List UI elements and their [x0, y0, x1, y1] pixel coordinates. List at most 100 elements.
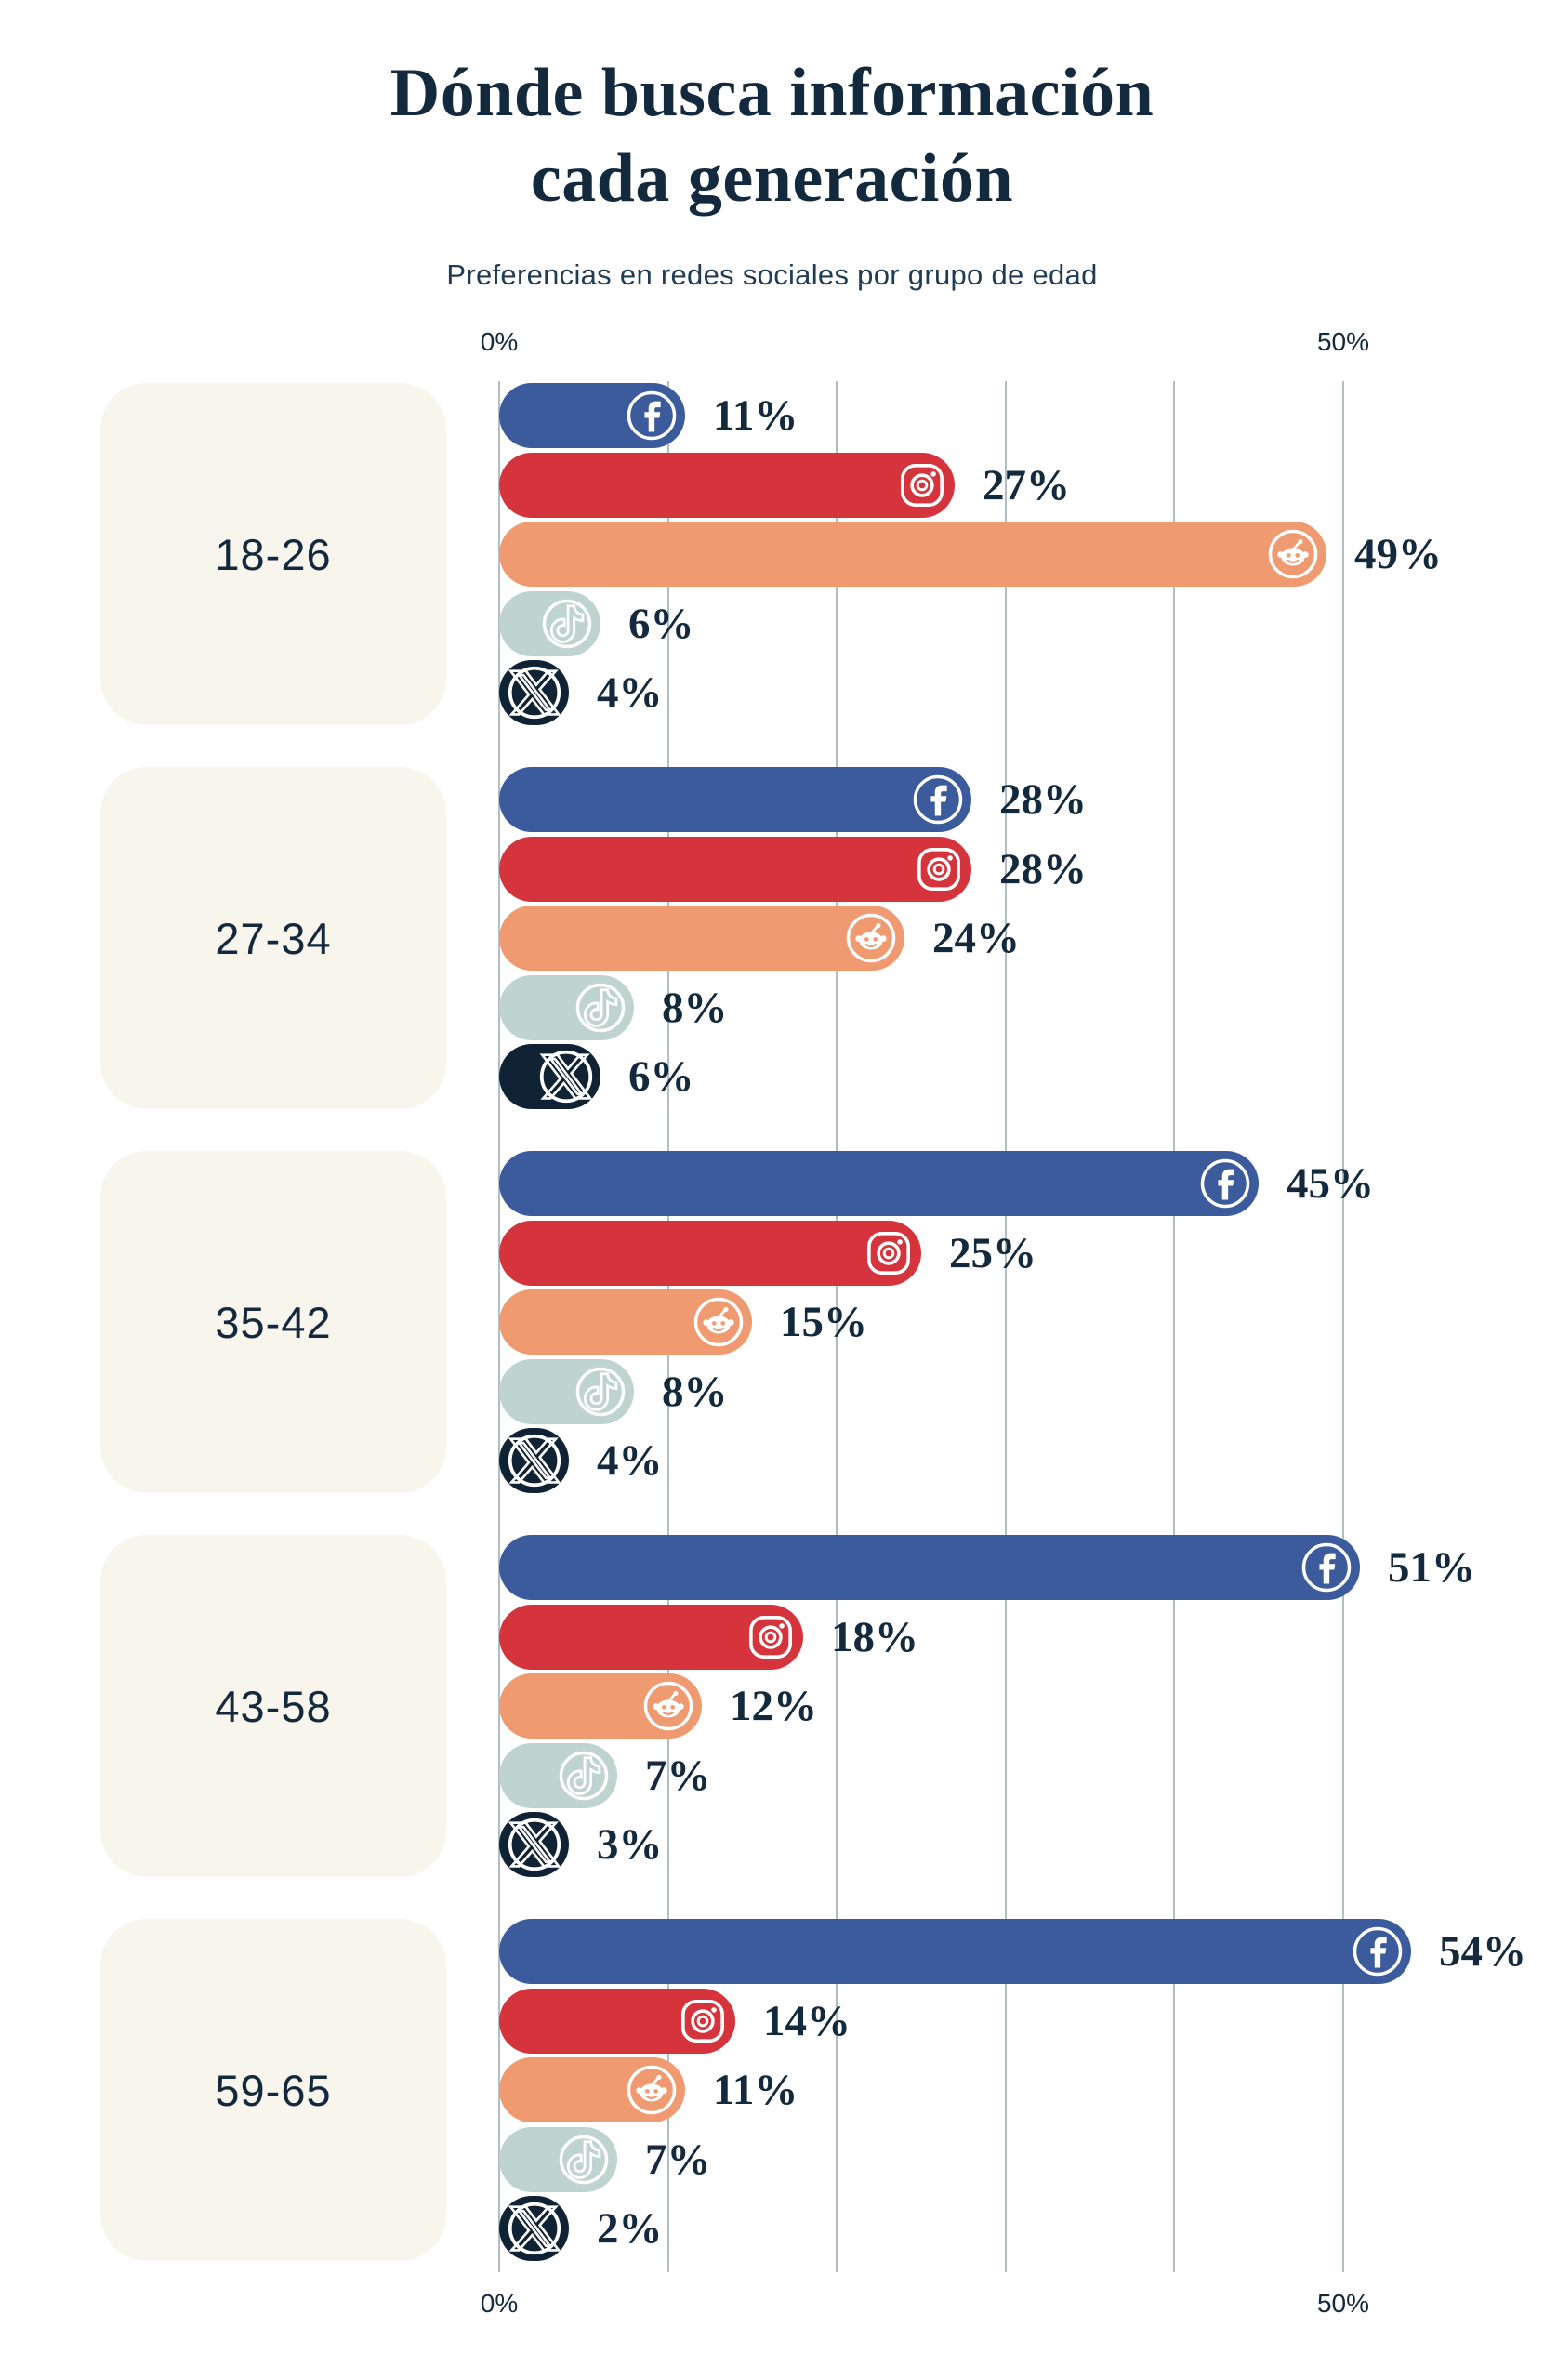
- tiktok-icon: [542, 599, 592, 648]
- instagram-icon: [917, 847, 960, 891]
- reddit-icon: [1268, 529, 1318, 579]
- gridline-20pct: [836, 381, 838, 2272]
- page-subtitle: Preferencias en redes sociales por grupo…: [446, 258, 1098, 291]
- bar-tiktok-18-26: [499, 590, 600, 656]
- x-icon: [508, 1434, 561, 1488]
- bar-row-x-43-58: 3%: [499, 1812, 1544, 1877]
- bar-x-35-42: [499, 1428, 569, 1493]
- bar-instagram-43-58: [499, 1604, 803, 1670]
- bar-facebook-43-58: [499, 1535, 1360, 1600]
- page-title-line1: Dónde busca información: [389, 55, 1155, 131]
- facebook-icon: [1200, 1158, 1250, 1209]
- tiktok-icon: [559, 2135, 609, 2184]
- bar-row-reddit-59-65: 11%: [499, 2057, 1544, 2122]
- bar-reddit-43-58: [499, 1673, 702, 1739]
- x-icon: [508, 666, 561, 720]
- bar-instagram-18-26: [499, 452, 955, 518]
- bar-x-59-65: [499, 2196, 569, 2261]
- reddit-icon: [627, 2065, 677, 2115]
- value-label-reddit-59-65: 11%: [713, 2066, 798, 2114]
- bar-tiktok-35-42: [499, 1358, 634, 1424]
- age-group-box-27-34: 27-34: [100, 767, 446, 1109]
- bar-row-reddit-43-58: 12%: [499, 1673, 1544, 1739]
- bar-reddit-59-65: [499, 2057, 685, 2122]
- bar-row-reddit-18-26: 49%: [499, 522, 1544, 587]
- value-label-instagram-59-65: 14%: [763, 1996, 851, 2045]
- value-label-facebook-59-65: 54%: [1439, 1927, 1526, 1976]
- age-group-box-43-58: 43-58: [100, 1535, 446, 1877]
- gridline-30pct: [1004, 381, 1007, 2272]
- value-label-tiktok-35-42: 8%: [662, 1367, 728, 1416]
- axis-label-bottom-0: 0%: [480, 2289, 519, 2318]
- axis-label-bottom-50: 50%: [1316, 2289, 1370, 2318]
- value-label-tiktok-27-34: 8%: [662, 983, 728, 1032]
- axis-label-top-0: 0%: [480, 327, 519, 356]
- bar-x-27-34: [499, 1044, 600, 1109]
- value-label-reddit-27-34: 24%: [932, 914, 1020, 962]
- bar-row-tiktok-59-65: 7%: [499, 2126, 1544, 2192]
- value-label-instagram-43-58: 18%: [831, 1612, 918, 1661]
- tiktok-icon: [559, 1751, 609, 1800]
- value-label-reddit-43-58: 12%: [730, 1682, 817, 1730]
- bar-group-27-34: 28% 28% 24% 8% 6%: [499, 767, 1544, 1109]
- instagram-icon: [681, 1999, 724, 2043]
- reddit-icon: [693, 1297, 744, 1347]
- bar-row-facebook-35-42: 45%: [499, 1151, 1544, 1216]
- bar-row-x-27-34: 6%: [499, 1044, 1544, 1109]
- bar-tiktok-43-58: [499, 1742, 617, 1808]
- bar-group-59-65: 54% 14% 11% 7% 2%: [499, 1919, 1544, 2261]
- value-label-tiktok-43-58: 7%: [645, 1751, 711, 1800]
- bar-reddit-35-42: [499, 1289, 752, 1355]
- facebook-icon: [913, 774, 963, 825]
- bar-row-reddit-35-42: 15%: [499, 1289, 1544, 1355]
- bar-reddit-27-34: [499, 906, 904, 971]
- bar-row-facebook-18-26: 11%: [499, 383, 1544, 448]
- bar-facebook-35-42: [499, 1151, 1259, 1216]
- bar-row-x-18-26: 4%: [499, 660, 1544, 725]
- bar-row-facebook-27-34: 28%: [499, 767, 1544, 832]
- facebook-icon: [1301, 1542, 1352, 1593]
- axis-label-top-50: 50%: [1316, 327, 1370, 356]
- value-label-instagram-35-42: 25%: [949, 1228, 1036, 1277]
- age-group-label: 27-34: [215, 913, 332, 963]
- value-label-tiktok-59-65: 7%: [645, 2135, 711, 2184]
- value-label-reddit-18-26: 49%: [1354, 530, 1442, 578]
- bar-instagram-35-42: [499, 1220, 921, 1286]
- bar-row-instagram-43-58: 18%: [499, 1604, 1544, 1670]
- bar-group-18-26: 11% 27% 49% 6% 4%: [499, 383, 1544, 725]
- bar-row-instagram-27-34: 28%: [499, 836, 1544, 902]
- bar-row-x-35-42: 4%: [499, 1428, 1544, 1493]
- instagram-icon: [901, 463, 944, 507]
- bar-row-tiktok-35-42: 8%: [499, 1358, 1544, 1424]
- facebook-icon: [1353, 1926, 1403, 1977]
- bar-tiktok-27-34: [499, 974, 634, 1040]
- x-icon: [508, 1818, 561, 1871]
- value-label-facebook-35-42: 45%: [1287, 1159, 1374, 1208]
- page-title: Dónde busca información cada generación: [0, 50, 1544, 221]
- bar-reddit-18-26: [499, 522, 1326, 587]
- bar-x-18-26: [499, 660, 569, 725]
- bar-row-tiktok-18-26: 6%: [499, 590, 1544, 656]
- age-group-label: 18-26: [215, 529, 332, 579]
- bar-row-instagram-35-42: 25%: [499, 1220, 1544, 1286]
- tiktok-icon: [575, 983, 626, 1032]
- gridline-50pct: [1342, 381, 1344, 2272]
- bar-x-43-58: [499, 1812, 569, 1877]
- bar-facebook-27-34: [499, 767, 971, 832]
- tiktok-icon: [575, 1367, 626, 1416]
- bar-facebook-18-26: [499, 383, 685, 448]
- value-label-facebook-43-58: 51%: [1388, 1543, 1475, 1592]
- reddit-icon: [846, 913, 896, 963]
- bar-row-reddit-27-34: 24%: [499, 906, 1544, 971]
- value-label-x-27-34: 6%: [628, 1052, 694, 1101]
- x-icon: [539, 1050, 593, 1104]
- reddit-icon: [643, 1681, 693, 1731]
- age-group-label: 35-42: [215, 1297, 332, 1347]
- value-label-x-35-42: 4%: [597, 1436, 663, 1485]
- value-label-x-18-26: 4%: [597, 668, 663, 717]
- bar-row-facebook-43-58: 51%: [499, 1535, 1544, 1600]
- gridline-40pct: [1173, 381, 1176, 2272]
- value-label-x-43-58: 3%: [597, 1820, 663, 1869]
- value-label-facebook-18-26: 11%: [713, 391, 798, 440]
